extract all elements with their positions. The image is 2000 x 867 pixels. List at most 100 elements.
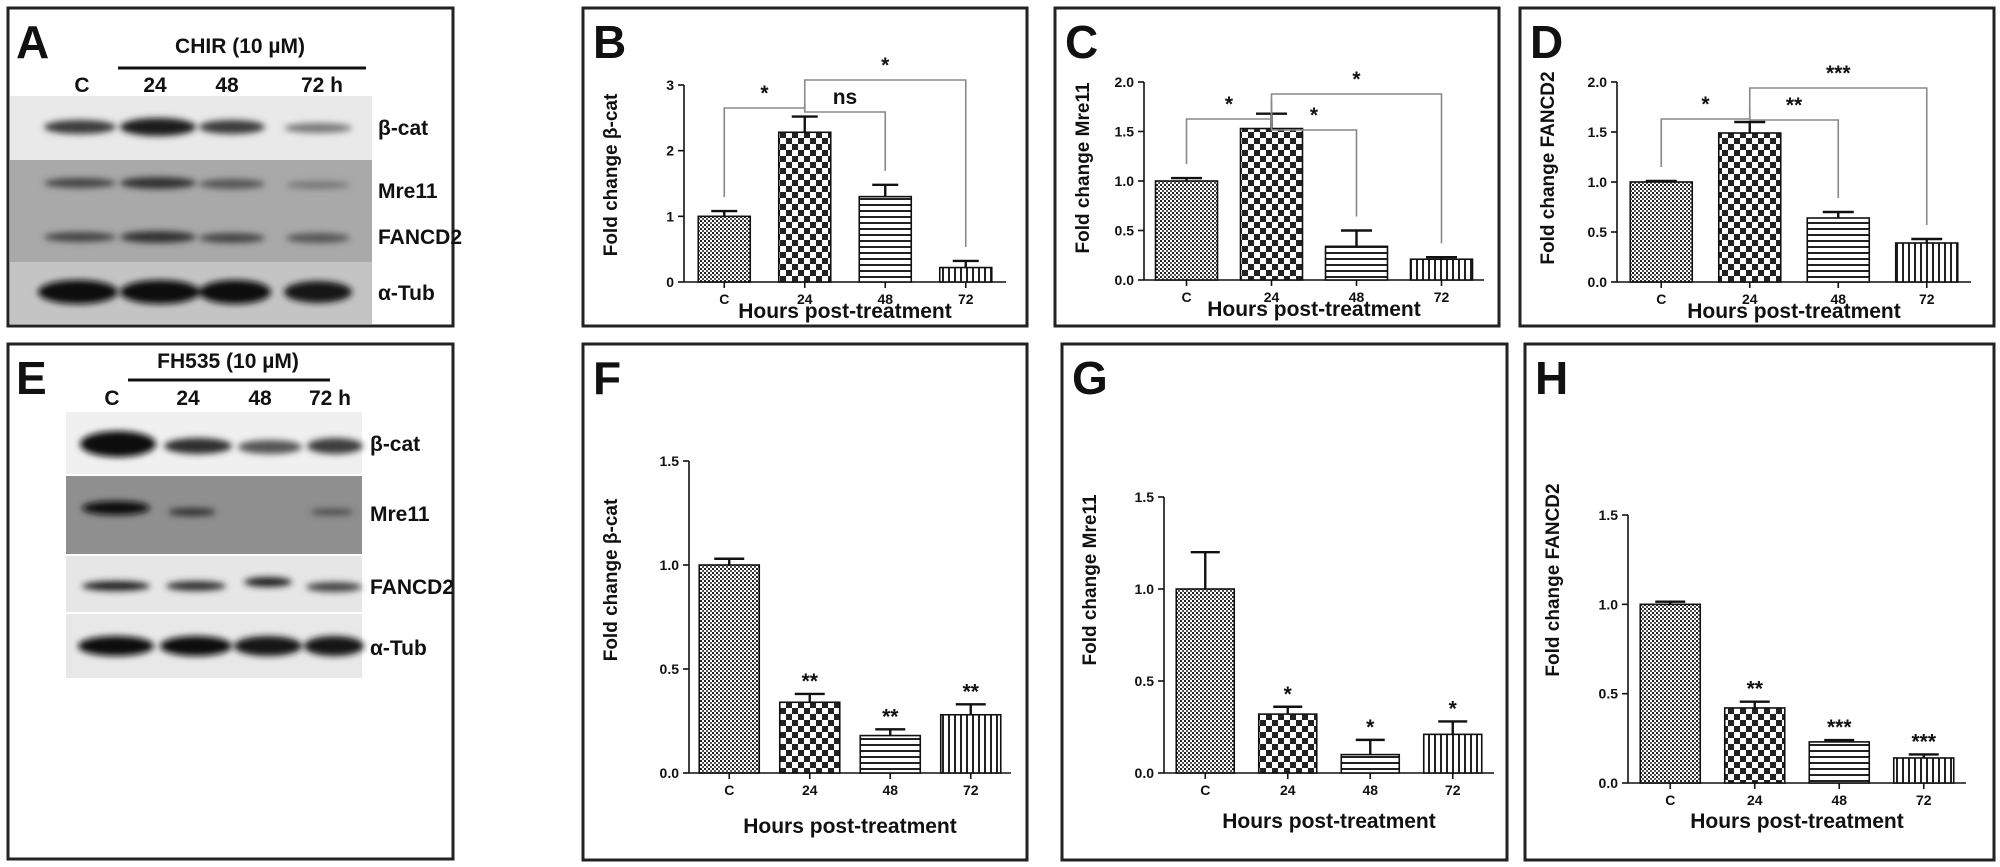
y-tick-label: 0.0 bbox=[1588, 274, 1608, 290]
y-tick-label: 1 bbox=[666, 208, 674, 224]
x-tick-label: 24 bbox=[1280, 782, 1296, 798]
band bbox=[166, 581, 226, 591]
bar bbox=[1629, 181, 1694, 283]
protein-label: β-cat bbox=[370, 433, 420, 456]
significance-mark: ** bbox=[882, 705, 899, 728]
y-tick-label: 1.5 bbox=[1588, 124, 1608, 140]
band bbox=[82, 501, 150, 515]
significance-mark: ** bbox=[1786, 94, 1803, 117]
bands-fancd2 bbox=[44, 231, 350, 243]
y-tick-label: 0 bbox=[666, 274, 674, 290]
chart-panel-f: F 0.0 0.5 1.0 1.5 C 24 ** 48 ** 72 ** Hours post-tre… bbox=[581, 342, 1029, 862]
y-tick-label: 0.5 bbox=[660, 661, 680, 677]
significance-mark: ** bbox=[802, 670, 819, 693]
y-tick-label: 2 bbox=[666, 143, 674, 159]
bar bbox=[1239, 127, 1304, 281]
lane-label: 48 bbox=[248, 387, 272, 410]
significance-mark: *** bbox=[1826, 62, 1851, 85]
band bbox=[286, 233, 350, 243]
treatment-label: CHIR (10 µM) bbox=[175, 35, 305, 58]
y-tick-label: 1.5 bbox=[1135, 489, 1155, 505]
significance-mark: * bbox=[760, 82, 769, 105]
significance-bracket bbox=[803, 102, 887, 171]
chart-panel-d: D0.00.51.01.52.0C 24 48 72* *****Hours post-… bbox=[1518, 6, 1996, 328]
blot-panel-a: A CHIR (10 µM) C 24 48 72 h bbox=[6, 6, 462, 328]
band bbox=[238, 440, 302, 454]
band bbox=[78, 636, 154, 656]
bar bbox=[939, 713, 1002, 774]
significance-mark: * bbox=[1225, 93, 1234, 116]
y-tick-label: 0.0 bbox=[660, 765, 680, 781]
lane-label: 24 bbox=[143, 74, 167, 97]
y-tick-label: 1.5 bbox=[1115, 124, 1135, 140]
chart-panel-c: C 0.0 0.5 1.0 1.5 2.0 C 24 48 72 * * * Hours post-tre… bbox=[1053, 6, 1501, 328]
significance-mark: *** bbox=[1827, 716, 1852, 739]
bar bbox=[1154, 180, 1219, 281]
x-axis-title: Hours post-treatment bbox=[743, 815, 957, 838]
y-tick-label: 1.0 bbox=[1588, 174, 1608, 190]
x-axis-title: Hours post-treatment bbox=[1222, 810, 1436, 833]
x-axis-title: Hours post-treatment bbox=[1687, 300, 1901, 323]
bar bbox=[1324, 245, 1389, 281]
y-tick-label: 1.5 bbox=[1599, 507, 1619, 523]
y-tick-label: 0.5 bbox=[1588, 224, 1608, 240]
x-tick-label: 24 bbox=[1742, 291, 1758, 307]
x-axis-title: Hours post-treatment bbox=[738, 300, 952, 323]
protein-label: α-Tub bbox=[370, 637, 427, 660]
x-tick-label: 48 bbox=[1831, 792, 1847, 808]
lane-label: C bbox=[74, 74, 89, 97]
bar bbox=[858, 195, 913, 283]
y-axis-title: Fold change FANCD2 bbox=[1543, 483, 1564, 676]
y-tick-label: 0.0 bbox=[1599, 775, 1619, 791]
chart-frame bbox=[581, 342, 1029, 862]
bands-fancd2 bbox=[82, 577, 362, 592]
band bbox=[44, 120, 116, 134]
significance-bracket bbox=[803, 79, 967, 247]
bar bbox=[697, 215, 752, 283]
y-tick-label: 2.0 bbox=[1588, 74, 1608, 90]
y-axis-title: Fold change Mre11 bbox=[1080, 494, 1101, 665]
bar bbox=[1808, 741, 1871, 784]
band bbox=[284, 123, 352, 133]
significance-mark: * bbox=[1352, 68, 1361, 91]
band bbox=[80, 431, 156, 457]
significance-bracket bbox=[1270, 93, 1443, 244]
bar bbox=[778, 701, 841, 774]
significance-mark: * bbox=[1449, 697, 1458, 720]
band bbox=[307, 438, 363, 454]
significance-mark: ** bbox=[963, 680, 980, 703]
treatment-label: FH535 (10 µM) bbox=[157, 350, 299, 373]
bar bbox=[1409, 258, 1474, 281]
protein-label: β-cat bbox=[378, 117, 428, 140]
band bbox=[44, 178, 116, 188]
band bbox=[244, 577, 292, 587]
x-tick-label: 48 bbox=[1830, 291, 1846, 307]
lane-label: 48 bbox=[215, 74, 239, 97]
bands-bcat bbox=[80, 431, 363, 457]
protein-label: Mre11 bbox=[370, 503, 430, 526]
bar bbox=[1639, 603, 1702, 784]
bar bbox=[1340, 753, 1401, 774]
band bbox=[304, 636, 364, 656]
x-tick-label: 72 bbox=[1434, 289, 1450, 305]
bar bbox=[1806, 217, 1871, 283]
bar bbox=[1422, 733, 1483, 774]
y-tick-label: 1.0 bbox=[660, 557, 680, 573]
band bbox=[82, 581, 150, 591]
significance-bracket bbox=[1270, 99, 1358, 217]
x-tick-label: 24 bbox=[1264, 289, 1280, 305]
x-tick-label: 48 bbox=[882, 782, 898, 798]
bands-mre11 bbox=[82, 501, 354, 516]
y-tick-label: 0.5 bbox=[1135, 673, 1155, 689]
panel-letter: D bbox=[1530, 16, 1563, 68]
lane-label: C bbox=[104, 387, 119, 410]
bar bbox=[1257, 713, 1318, 774]
panel-letter: B bbox=[593, 16, 626, 68]
x-axis-title: Hours post-treatment bbox=[1690, 810, 1904, 833]
x-tick-label: C bbox=[719, 291, 729, 307]
protein-label: FANCD2 bbox=[370, 576, 454, 599]
x-tick-label: 72 bbox=[1919, 291, 1935, 307]
y-tick-label: 1.5 bbox=[660, 453, 680, 469]
band bbox=[164, 438, 232, 454]
